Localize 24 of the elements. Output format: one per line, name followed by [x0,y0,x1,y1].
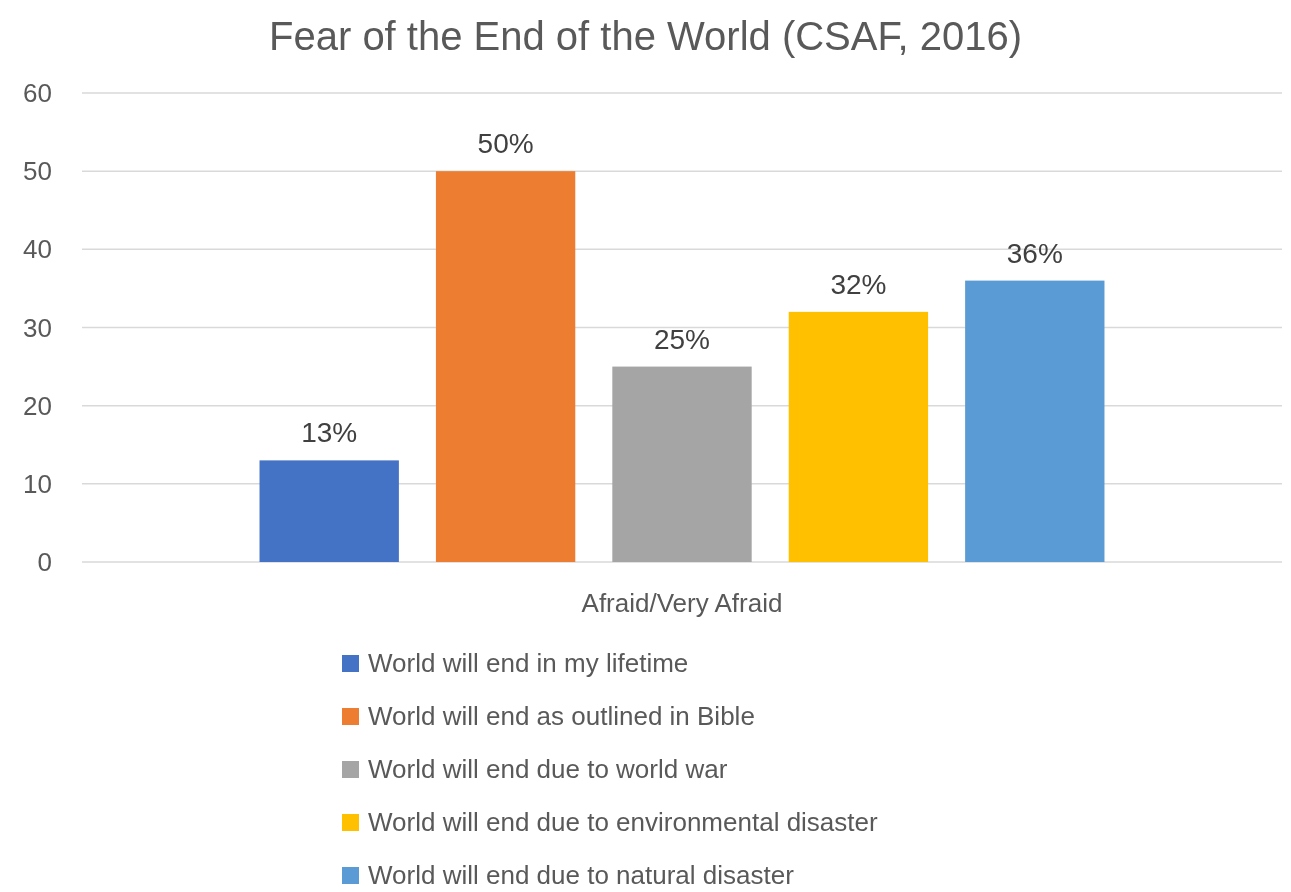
y-tick-label: 60 [23,78,52,108]
data-label: 50% [477,128,534,160]
legend-label: World will end due to natural disaster [368,860,795,890]
data-label: 32% [830,268,887,300]
bar [965,280,1105,562]
bar [612,366,752,562]
chart-title: Fear of the End of the World (CSAF, 2016) [269,14,1022,58]
bar [435,171,576,562]
y-tick-label: 30 [23,312,52,343]
legend-label: World will end in my lifetime [368,648,689,678]
y-tick-label: 0 [37,547,52,577]
y-tick-label: 50 [23,156,52,187]
y-tick-label: 40 [23,234,52,265]
y-tick-label: 10 [23,468,52,499]
x-tick-label: Afraid/Very Afraid [581,588,783,618]
y-tick-label: 20 [23,390,52,421]
data-label: 13% [301,417,358,449]
legend-label: World will end due to world war [368,754,728,784]
legend-label: World will end as outlined in Bible [368,701,755,731]
bar [259,460,399,562]
data-label: 36% [1006,237,1063,269]
legend-label: World will end due to environmental disaster [368,807,879,837]
bar [788,311,929,562]
data-label: 25% [653,323,711,355]
